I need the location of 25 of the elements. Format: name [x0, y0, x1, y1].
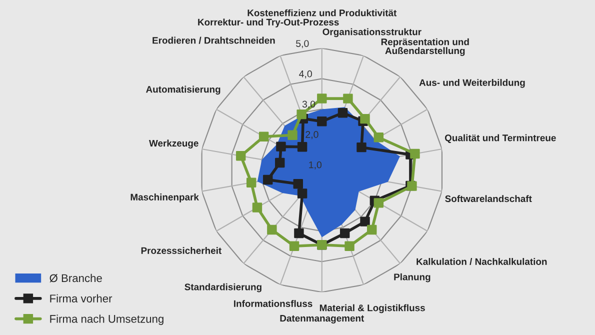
- y-tick-label: 2,0: [306, 131, 318, 140]
- spoke-label: Erodieren / Drahtschneiden: [152, 36, 275, 44]
- spoke-label: Werkzeuge: [149, 140, 198, 148]
- spoke-label: Softwarelandschaft: [445, 195, 532, 202]
- spoke-label: Prozesssicherheit: [141, 247, 222, 254]
- spoke-label: Informationsfluss: [234, 300, 312, 307]
- y-tick-label: 1,0: [309, 161, 322, 170]
- spoke-label: Repräsentation und Außendarstellung: [381, 38, 469, 56]
- spoke-label: Material & Logistikfluss: [320, 304, 425, 314]
- y-tick-label: 4,0: [299, 70, 312, 78]
- spoke-label: Aus- und Weiterbildung: [419, 78, 525, 88]
- spoke-label: Kosteneffizienz und Produktivität: [248, 9, 397, 16]
- spoke-label: Kalkulation / Nachkalkulation: [416, 258, 547, 266]
- y-tick-label: 5,0: [296, 40, 309, 48]
- legend-label: Firma vorher: [50, 294, 112, 302]
- spoke-label: Standardisierung: [184, 283, 262, 292]
- spoke-label: Planung: [394, 273, 430, 282]
- spoke-label: Qualität und Termintreue: [444, 134, 556, 144]
- spoke-label: Korrektur- und Try-Out-Prozess: [198, 18, 339, 28]
- legend-label: Firma nach Umsetzung: [50, 314, 164, 325]
- spoke-label: Automatisierung: [146, 86, 220, 95]
- legend-label: Ø Branche: [50, 274, 102, 282]
- spoke-label: Datenmanagement: [280, 315, 364, 324]
- spoke-label: Maschinenpark: [130, 194, 199, 202]
- spoke-label: Organisationsstruktur: [322, 28, 422, 38]
